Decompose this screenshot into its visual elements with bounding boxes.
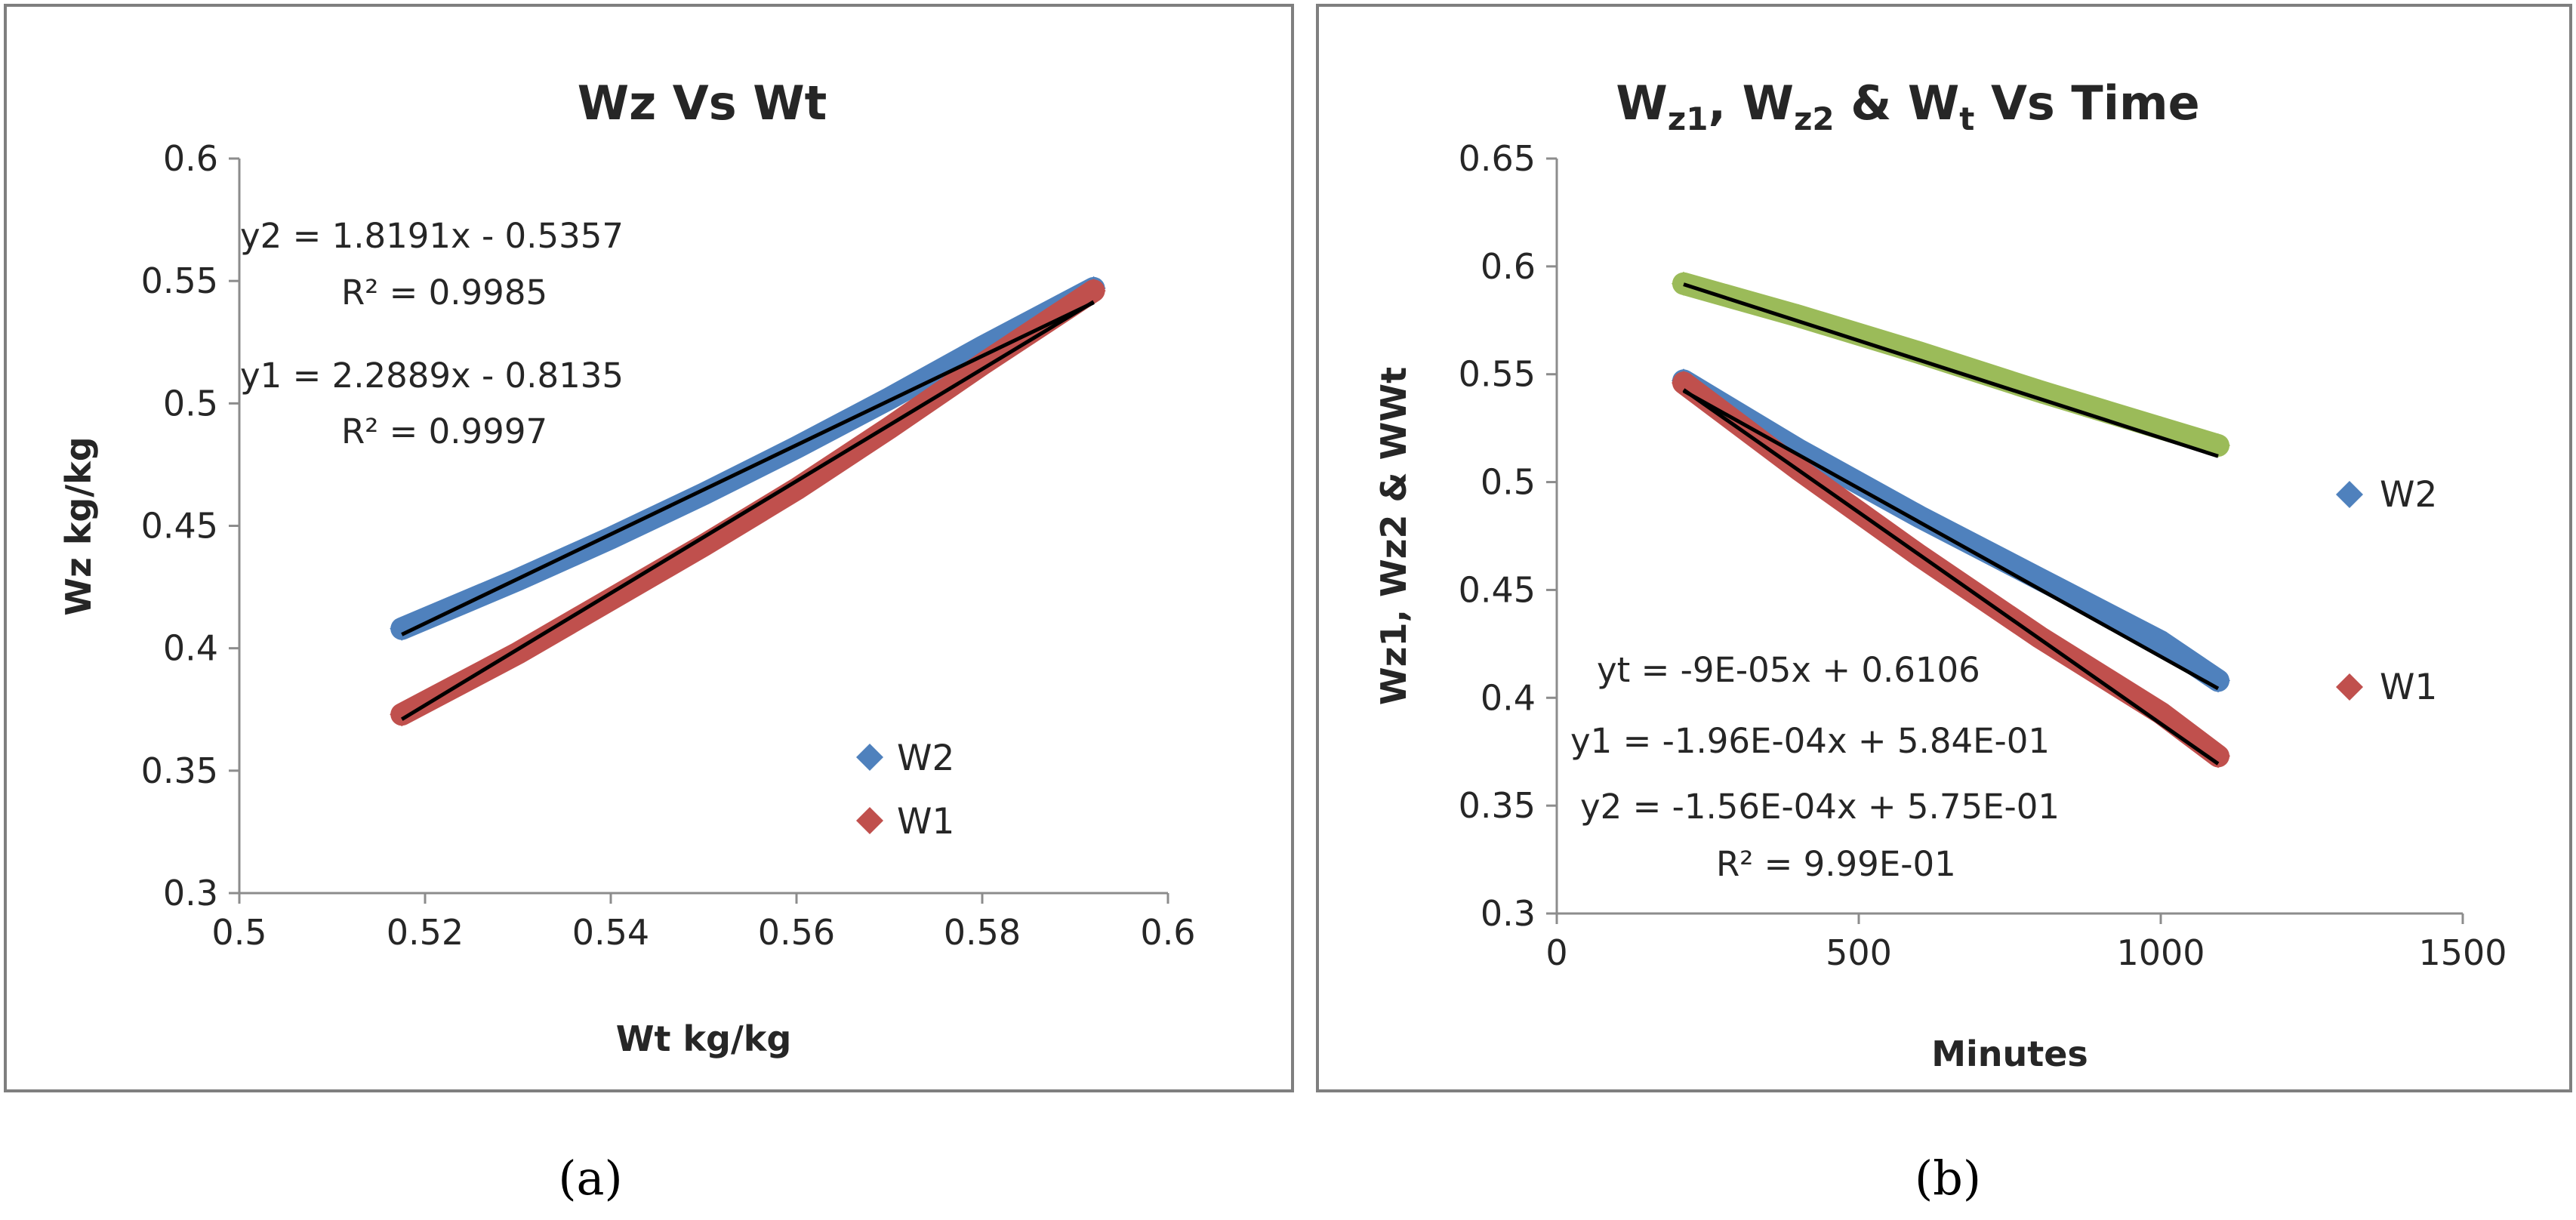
trendline-0 xyxy=(1683,282,2219,458)
chart-a-legend-w2-label: W2 xyxy=(897,738,954,779)
series-w1-point xyxy=(1672,371,1696,396)
y-tick-label: 0.65 xyxy=(1459,138,1536,179)
chart-a-r2-y1: R² = 0.9997 xyxy=(341,411,547,451)
x-tick-label: 0.52 xyxy=(387,912,464,953)
x-tick-label: 0.5 xyxy=(211,912,267,953)
y-tick-label: 0.45 xyxy=(1459,569,1536,610)
y-tick-label: 0.55 xyxy=(1459,354,1536,395)
chart-b-eq-y2: y2 = -1.56E-04x + 5.75E-01 xyxy=(1580,787,2060,827)
series-w1-band xyxy=(390,279,1105,726)
y-tick-label: 0.35 xyxy=(141,750,218,791)
y-tick-label: 0.45 xyxy=(141,506,218,547)
series-w1-point xyxy=(2206,744,2230,769)
x-tick-label: 0.6 xyxy=(1140,912,1195,953)
chart-a-axes: 0.3 0.35 0.4 0.45 0.5 0.55 0.6 0.5 0.52 0.54 0.56… xyxy=(141,138,1196,953)
chart-a-caption: (a) xyxy=(558,1151,622,1206)
x-tick-label: 500 xyxy=(1826,932,1892,973)
series-wt-point xyxy=(1672,271,1696,296)
chart-b-legend-w1: W1 xyxy=(2336,667,2437,708)
x-tick-label: 0.56 xyxy=(758,912,835,953)
chart-b: Wz1, Wz2 & Wt Vs Time 0.30.350.40.450.50… xyxy=(1316,4,2572,1092)
diamond-marker-icon xyxy=(2336,673,2363,701)
y-tick-label: 0.5 xyxy=(1481,462,1536,503)
chart-b-plot-area xyxy=(1672,271,2230,769)
x-tick-label: 1500 xyxy=(2418,932,2507,973)
chart-b-legend: W2 W1 xyxy=(2336,474,2437,708)
trendline-2 xyxy=(1682,388,2220,766)
chart-a-legend-w2: W2 xyxy=(856,738,954,779)
series-w2-point xyxy=(2149,630,2173,654)
chart-b-legend-w2-label: W2 xyxy=(2380,474,2437,516)
chart-b-y-label: Wz1, Wz2 & WWt xyxy=(1373,367,1414,705)
series-wt-point xyxy=(2206,433,2230,458)
chart-a-y-label: Wz kg/kg xyxy=(58,436,99,615)
diamond-marker-icon xyxy=(856,807,883,834)
series-w2-point xyxy=(1907,504,1931,529)
y-tick-label: 0.35 xyxy=(1459,785,1536,826)
chart-a-title: Wz Vs Wt xyxy=(578,75,827,131)
x-tick-label: 0 xyxy=(1545,932,1567,973)
y-tick-label: 0.6 xyxy=(163,138,218,179)
chart-a: Wz Vs Wt 0.3 0.35 0.4 0.45 0.5 0.55 0.6 0.5 0.5… xyxy=(4,4,1294,1092)
series-w1-point xyxy=(1081,279,1106,303)
chart-b-eq-y1: y1 = -1.96E-04x + 5.84E-01 xyxy=(1570,721,2050,761)
chart-b-legend-w2: W2 xyxy=(2336,474,2437,516)
y-tick-label: 0.5 xyxy=(163,383,218,424)
series-w1-point xyxy=(390,702,414,727)
series-w1-point xyxy=(599,587,623,612)
trendline-1 xyxy=(1682,389,2220,691)
trendline-0 xyxy=(401,300,1095,636)
series-w2-point xyxy=(390,616,414,641)
y-tick-label: 0.3 xyxy=(1481,893,1536,934)
chart-a-legend: W2 W1 xyxy=(856,738,954,843)
chart-a-eq-y2: y2 = 1.8191x - 0.5357 xyxy=(240,216,624,256)
y-tick-label: 0.4 xyxy=(1481,677,1536,718)
chart-b-legend-w1-label: W1 xyxy=(2380,667,2437,708)
x-tick-label: 1000 xyxy=(2116,932,2205,973)
chart-a-r2-y2: R² = 0.9985 xyxy=(341,273,547,313)
series-w2-band xyxy=(1672,369,2229,692)
chart-a-eq-y1: y1 = 2.2889x - 0.8135 xyxy=(240,356,624,396)
chart-b-caption: (b) xyxy=(1915,1151,1981,1206)
chart-b-frame xyxy=(1316,4,2572,1092)
chart-b-axes: 0.3 0.35 0.4 0.45 0.5 0.55 0.6 0.65 0 500 1000 150… xyxy=(1459,138,2507,973)
x-tick-label: 0.58 xyxy=(944,912,1021,953)
chart-a-x-label: Wt kg/kg xyxy=(616,1018,792,1059)
chart-a-frame xyxy=(4,4,1294,1092)
chart-a-legend-w1-label: W1 xyxy=(897,801,954,843)
y-tick-label: 0.4 xyxy=(163,628,218,669)
y-tick-label: 0.55 xyxy=(141,260,218,301)
diamond-marker-icon xyxy=(856,744,883,771)
x-tick-label: 0.54 xyxy=(572,912,649,953)
chart-b-title: Wz1, Wz2 & Wt Vs Time xyxy=(1616,75,2199,137)
chart-b-eq-yt: yt = -9E-05x + 0.6106 xyxy=(1597,650,1980,690)
series-wt-band xyxy=(1672,272,2229,457)
chart-a-plot-area xyxy=(390,276,1106,727)
y-tick-label: 0.6 xyxy=(1481,246,1536,287)
trendline-1 xyxy=(400,300,1095,721)
chart-a-legend-w1: W1 xyxy=(856,801,954,843)
chart-b-x-label: Minutes xyxy=(1931,1034,2088,1074)
diamond-marker-icon xyxy=(2336,481,2363,508)
chart-b-r2: R² = 9.99E-01 xyxy=(1716,844,1956,884)
y-tick-label: 0.3 xyxy=(163,873,218,913)
